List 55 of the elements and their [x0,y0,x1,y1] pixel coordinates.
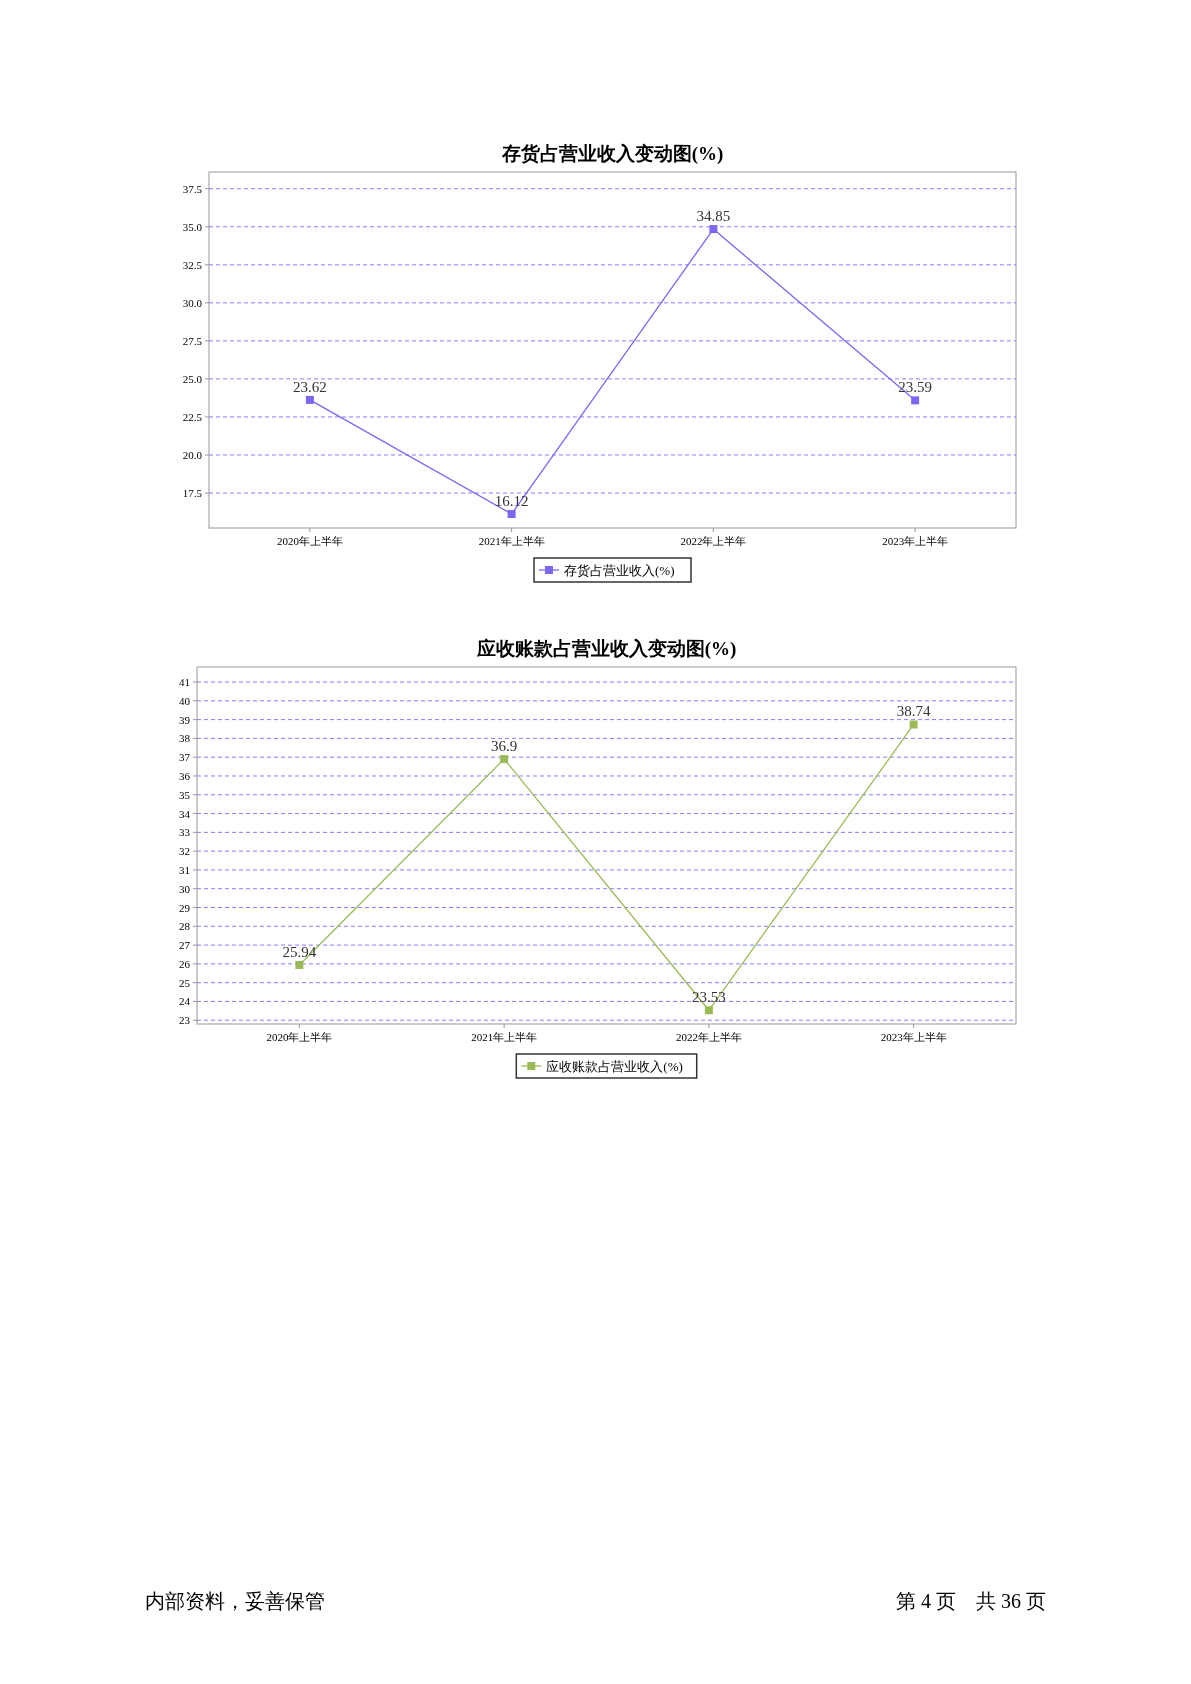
y-tick-label: 39 [179,713,191,726]
point [911,396,920,405]
x-tick-label: 2020年上半年 [276,535,343,547]
y-tick-label: 30 [179,882,191,895]
y-tick-label: 25 [179,976,191,989]
point [507,510,516,518]
y-tick-label: 29 [179,901,191,914]
y-tick-label: 25.0 [182,372,203,385]
text: 内部资料，妥善保管 [145,1590,325,1612]
y-tick-label: 27 [179,939,191,952]
legend-label: 存货占营业收入(%) [564,563,675,578]
y-tick-label: 40 [179,694,191,707]
data-label: 34.85 [696,208,731,225]
y-tick-label: 32.5 [182,258,203,271]
y-tick-label: 37.5 [182,182,203,195]
y-tick-label: 20.0 [182,448,203,461]
x-tick-label: 2023年上半年 [880,1031,947,1043]
y-tick-label: 30.0 [182,296,203,309]
x-tick-label: 2020年上半年 [266,1031,333,1043]
data-label: 23.62 [293,378,327,395]
y-tick-label: 41 [179,676,190,689]
point [500,755,509,764]
y-tick-label: 36 [179,769,191,782]
legend-label: 应收账款占营业收入(%) [546,1059,683,1074]
data-label: 38.74 [896,703,931,720]
y-tick-label: 22.5 [182,410,203,423]
y-tick-label: 23 [179,1014,191,1027]
y-tick-label: 27.5 [182,334,203,347]
y-tick-label: 34 [179,807,191,820]
y-tick-label: 17.5 [182,487,203,500]
y-tick-label: 35.0 [182,220,203,233]
x-tick-label: 2021年上半年 [471,1031,538,1043]
chart-title: 应收账款占营业收入变动图(%) [475,638,737,660]
y-tick-label: 37 [179,751,191,764]
y-tick-label: 35 [179,788,191,801]
y-tick-label: 26 [179,957,191,970]
y-tick-label: 38 [179,732,191,745]
point [909,720,918,729]
x-tick-label: 2023年上半年 [882,535,949,547]
y-tick-label: 33 [179,826,191,839]
y-tick-label: 31 [179,863,190,876]
point [295,961,304,969]
point [704,1006,713,1015]
point [305,395,314,404]
text: 第 4 页 共 36 页 [896,1590,1046,1612]
x-tick-label: 2022年上半年 [675,1031,742,1043]
point [709,225,718,234]
y-tick-label: 24 [179,995,191,1008]
x-tick-label: 2022年上半年 [680,535,747,547]
data-label: 23.59 [898,379,932,396]
data-label: 36.9 [491,738,518,755]
x-tick-label: 2021年上半年 [478,535,545,547]
chart-title: 存货占营业收入变动图(%) [500,143,724,165]
y-tick-label: 28 [179,920,191,933]
y-tick-label: 32 [179,845,190,858]
